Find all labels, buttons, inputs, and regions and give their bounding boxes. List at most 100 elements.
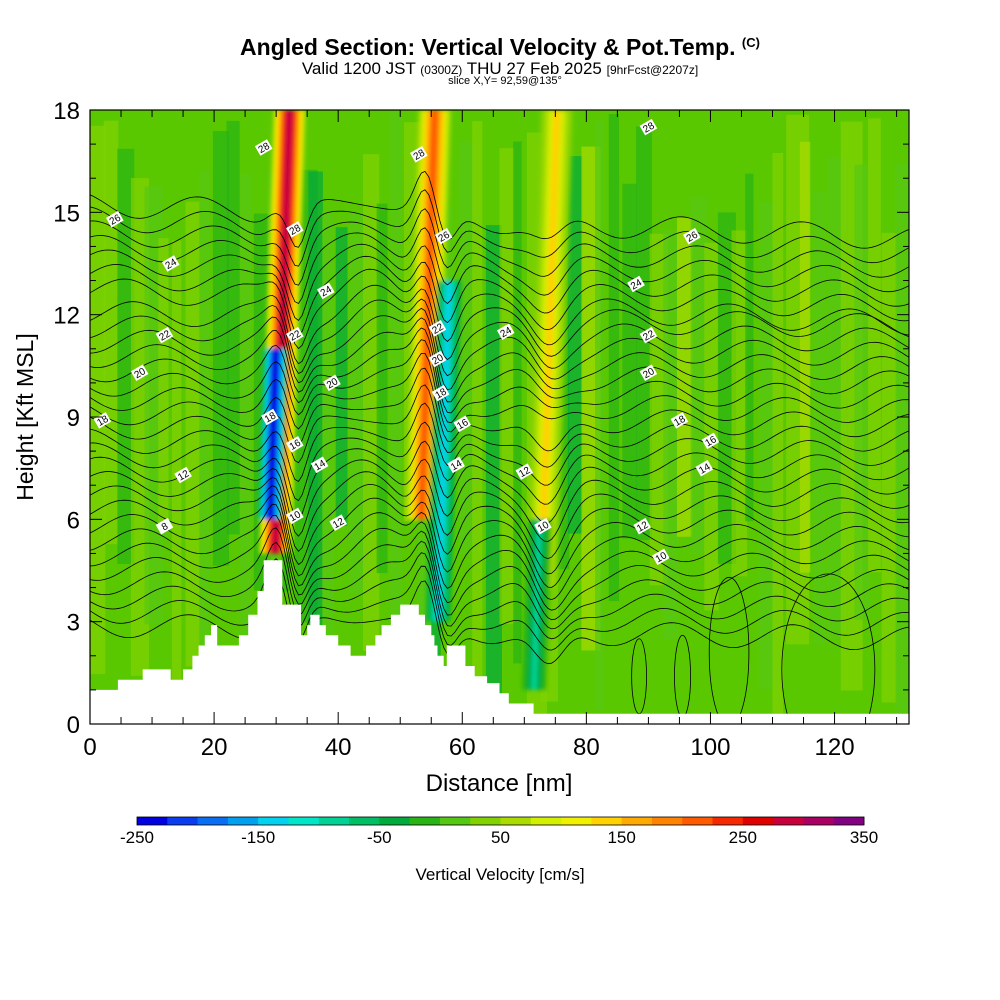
contour-label: 16 xyxy=(703,434,719,449)
contour-label: 20 xyxy=(325,376,341,391)
contour-label: 10 xyxy=(288,509,304,524)
contour-label: 26 xyxy=(437,229,453,244)
contour-label: 14 xyxy=(449,458,465,473)
y-tick-label: 0 xyxy=(67,712,80,739)
x-tick-label: 80 xyxy=(573,734,600,761)
chart-subtitle: Valid 1200 JST (0300Z) THU 27 Feb 2025 [… xyxy=(0,60,1000,77)
field-stripe xyxy=(390,110,403,651)
contour-label: 28 xyxy=(412,147,428,162)
colorbar-label: Vertical Velocity [cm/s] xyxy=(415,865,584,884)
colorbar-swatch xyxy=(137,817,168,825)
contour-label-group: 12 xyxy=(174,466,192,483)
colorbar: -250 -150 -50 50 150 250 350 xyxy=(120,816,878,847)
contour-label: 8 xyxy=(160,521,171,534)
isentrope-line xyxy=(90,307,909,391)
contour-label-box xyxy=(261,408,279,426)
contour-label-box xyxy=(285,436,304,453)
colorbar-swatch xyxy=(288,817,320,825)
contour-label-group: 10 xyxy=(651,548,670,565)
colorbar-swatch xyxy=(318,817,350,825)
colorbar-tick-label: 150 xyxy=(607,828,635,847)
colorbar-swatch xyxy=(258,817,289,825)
field-stripe xyxy=(499,148,515,625)
contour-label-box xyxy=(316,282,335,300)
contour-label-group: 12 xyxy=(515,463,534,480)
isentrope-line xyxy=(90,483,909,575)
x-tick-label: 60 xyxy=(449,734,476,761)
field-stripe xyxy=(704,242,719,611)
y-tick-label: 12 xyxy=(53,303,80,330)
isentrope-line xyxy=(90,402,909,486)
contour-label-group: 16 xyxy=(453,415,472,432)
field-stripe xyxy=(308,171,323,635)
field-stripe xyxy=(130,178,150,676)
contour-label-group: 28 xyxy=(639,118,658,136)
contour-label-box xyxy=(639,326,658,344)
valid-prefix: Valid 1200 JST xyxy=(301,59,416,78)
contour-label-group: 24 xyxy=(161,255,180,272)
field-stripe xyxy=(622,183,637,539)
colorbar-tick-label: 350 xyxy=(850,828,878,847)
plot-area: 8 10 12 14 16 18 20 22 24 26 28 18 28 24 22 20 12 28 26 22 2… xyxy=(90,110,909,724)
contour-label-group: 18 xyxy=(431,384,450,402)
chart-title: Angled Section: Vertical Velocity & Pot.… xyxy=(0,36,1000,59)
colorbar-swatch xyxy=(561,817,592,825)
contour-label-box xyxy=(515,463,534,480)
colorbar-swatch xyxy=(591,817,623,825)
contour-label-box xyxy=(161,255,180,272)
field-stripe xyxy=(240,174,252,676)
isentrope-line xyxy=(90,493,909,588)
contour-label-group: 28 xyxy=(285,221,304,238)
field-stripe xyxy=(731,230,748,577)
contour-label-group: 26 xyxy=(682,227,701,245)
contour-label-group: 12 xyxy=(633,517,652,535)
field-stripe xyxy=(212,130,230,566)
field-stripe xyxy=(649,233,668,586)
contour-label: 22 xyxy=(641,328,657,343)
colorbar-swatch xyxy=(409,817,441,825)
contour-label: 12 xyxy=(635,519,651,534)
colorbar-swatch xyxy=(379,817,411,825)
field-stripe xyxy=(171,240,182,686)
isentrope-line xyxy=(90,552,909,640)
contour-label: 28 xyxy=(641,120,657,135)
field-stripe xyxy=(485,225,502,695)
contour-label-group: 20 xyxy=(323,374,341,391)
contour-label-box xyxy=(639,364,658,381)
isentrope-line xyxy=(90,471,909,560)
axis-ticks: 0 20 40 60 80 100 120 0 3 6 9 12 15 18 xyxy=(53,98,909,761)
contour-label-group: 28 xyxy=(254,139,273,156)
isentrope-line xyxy=(90,189,909,267)
isentrope-line xyxy=(90,298,909,377)
contour-label-box xyxy=(285,507,304,525)
contour-label-box xyxy=(447,456,465,474)
colorbar-swatch xyxy=(712,817,744,825)
isentrope-line xyxy=(90,317,909,403)
field-stripe xyxy=(513,141,522,664)
isentrope-line xyxy=(90,580,909,665)
x-tick-label: 20 xyxy=(201,734,228,761)
contour-label: 22 xyxy=(288,328,304,343)
contour-label-group: 16 xyxy=(701,432,720,449)
contour-label-box xyxy=(434,227,453,245)
contour-label: 18 xyxy=(263,410,279,425)
field-stripe xyxy=(745,173,754,522)
colorbar-swatch xyxy=(833,817,865,825)
contour-label-box xyxy=(428,350,447,368)
contour-label: 18 xyxy=(672,414,688,429)
isentrope-cell xyxy=(708,576,750,724)
colorbar-swatch xyxy=(439,817,471,825)
velocity-band xyxy=(417,110,439,520)
field-stripe xyxy=(854,164,870,620)
field-stripe xyxy=(185,201,200,667)
isentrope-line xyxy=(90,327,909,414)
forecast-tag: [9hrFcst@2207z] xyxy=(606,63,699,77)
title-block: Angled Section: Vertical Velocity & Pot.… xyxy=(0,36,1000,87)
isentrope-line xyxy=(90,243,909,321)
y-tick-label: 3 xyxy=(67,610,80,637)
contour-label-box xyxy=(639,118,658,136)
contour-label: 22 xyxy=(157,328,173,343)
colorbar-swatch xyxy=(500,817,532,825)
colorbar-swatch xyxy=(621,817,653,825)
